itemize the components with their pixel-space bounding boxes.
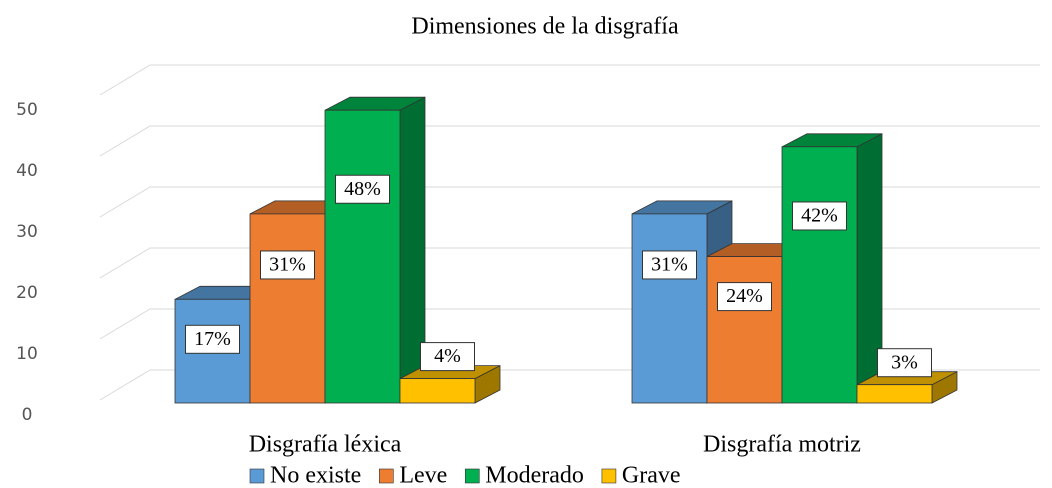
y-tick-label: 40 xyxy=(16,161,38,181)
value-label-box xyxy=(792,201,847,231)
y-tick-label: 30 xyxy=(16,222,38,242)
legend-swatch xyxy=(379,468,394,484)
legend-swatch xyxy=(464,468,480,484)
bar xyxy=(781,146,858,404)
grid-line xyxy=(99,247,1040,279)
value-label: 31% xyxy=(651,254,688,276)
y-tick-label: 20 xyxy=(16,283,38,303)
value-label: 4% xyxy=(434,345,461,367)
grid-line xyxy=(99,186,1040,218)
value-label: 48% xyxy=(344,178,381,200)
value-label-box xyxy=(420,342,475,372)
bar xyxy=(631,213,708,404)
legend-label: Leve xyxy=(399,463,447,488)
value-label-box xyxy=(335,174,390,204)
grid-line xyxy=(99,125,1040,157)
legend-label: Grave xyxy=(622,463,681,488)
value-label: 42% xyxy=(801,205,838,227)
grid-line xyxy=(99,64,1040,96)
legend-label: No existe xyxy=(270,463,361,488)
value-label-box xyxy=(877,348,932,378)
legend-label: Moderado xyxy=(485,463,584,488)
value-label: 17% xyxy=(194,328,231,350)
bar xyxy=(706,256,783,404)
value-label: 24% xyxy=(726,285,763,307)
y-tick-label: 50 xyxy=(16,100,38,120)
value-label: 31% xyxy=(269,254,306,276)
x-tick-label: Disgrafía motriz xyxy=(703,432,861,458)
y-tick-label: 10 xyxy=(16,344,38,364)
bar xyxy=(856,384,933,404)
value-label-box xyxy=(185,324,240,354)
value-label: 3% xyxy=(891,351,918,373)
legend-swatch xyxy=(249,468,265,484)
bar xyxy=(249,213,326,404)
legend-swatch xyxy=(601,468,617,484)
value-label-box xyxy=(260,250,315,280)
chart-title: Dimensiones de la disgrafía xyxy=(411,14,679,40)
bar xyxy=(324,109,401,404)
bar xyxy=(399,378,476,404)
x-tick-label: Disgrafía léxica xyxy=(249,432,402,458)
value-label-box xyxy=(717,282,772,312)
value-label-box xyxy=(642,250,697,280)
y-tick-label: 0 xyxy=(22,405,33,425)
